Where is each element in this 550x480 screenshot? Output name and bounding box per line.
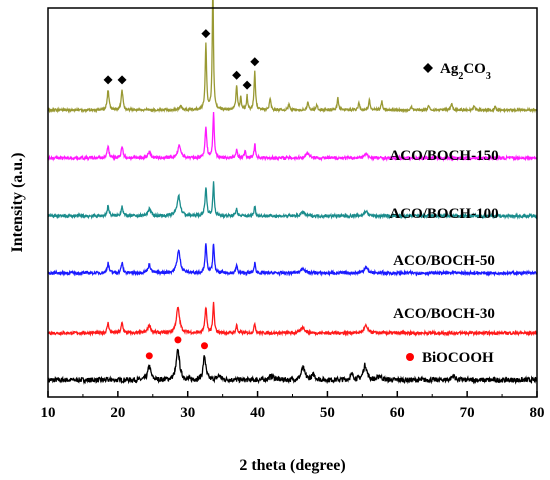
- legend: Ag2CO3 BiOCOOH: [406, 61, 494, 366]
- x-tick-label: 80: [530, 405, 545, 421]
- phase-marker-diamond: [103, 75, 113, 85]
- plot-area: [47, 0, 538, 385]
- series-labels: ACO/BOCH-30 ACO/BOCH-50 ACO/BOCH-100 ACO/BO…: [389, 148, 498, 322]
- series-label: ACO/BOCH-30: [393, 306, 495, 322]
- x-axis-title: 2 theta (degree): [239, 457, 345, 474]
- phase-marker-diamond: [232, 70, 242, 80]
- legend-circle-icon: [406, 353, 414, 361]
- x-tick-label: 70: [460, 405, 475, 421]
- series-line-4: [47, 111, 538, 162]
- series-line-2: [47, 243, 538, 277]
- series-line-0: [47, 348, 538, 385]
- series-label: ACO/BOCH-150: [389, 148, 498, 164]
- x-tick-label: 40: [250, 405, 265, 421]
- series-line-3: [47, 181, 538, 220]
- legend-label: Ag2CO3: [440, 61, 491, 82]
- series-line-1: [48, 301, 538, 337]
- y-axis-title: Intensity (a.u.): [9, 152, 26, 252]
- x-axis: 10 20 30 40 50 60 70 80: [41, 391, 545, 421]
- phase-marker-diamond: [242, 80, 252, 90]
- phase-marker-diamond: [117, 75, 127, 85]
- phase-marker-circle: [145, 352, 153, 360]
- legend-label: BiOCOOH: [422, 350, 494, 366]
- x-tick-label: 30: [180, 405, 195, 421]
- legend-diamond-icon: [423, 63, 433, 73]
- series-label: ACO/BOCH-50: [393, 253, 495, 269]
- phase-marker-circle: [200, 342, 208, 350]
- phase-marker-diamond: [201, 29, 211, 39]
- series-line-5: [47, 0, 538, 114]
- x-tick-label: 20: [110, 405, 125, 421]
- phase-marker-diamond: [250, 57, 260, 67]
- x-tick-label: 60: [390, 405, 405, 421]
- series-label: ACO/BOCH-100: [389, 206, 498, 222]
- x-tick-label: 50: [320, 405, 335, 421]
- phase-marker-circle: [174, 336, 182, 344]
- x-tick-label: 10: [41, 405, 56, 421]
